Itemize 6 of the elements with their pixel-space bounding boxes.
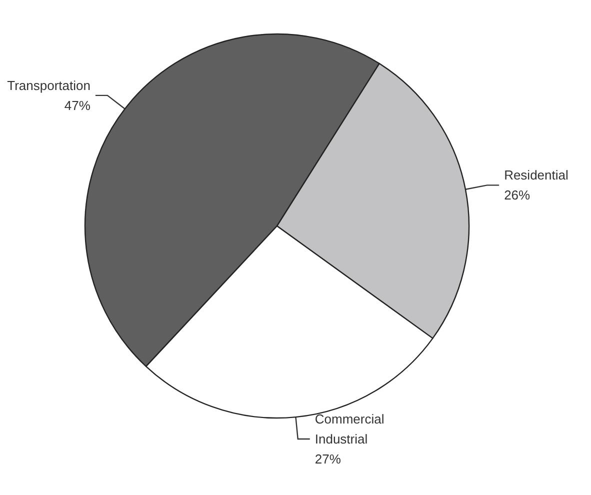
slice-label: Residential	[504, 168, 568, 183]
slice-label: Transportation	[7, 78, 90, 93]
data-label: 27%	[314, 451, 342, 466]
data-label: 47%	[64, 98, 91, 113]
data-label: 26%	[504, 188, 531, 203]
slice-label: Commercial Industrial	[314, 411, 388, 446]
